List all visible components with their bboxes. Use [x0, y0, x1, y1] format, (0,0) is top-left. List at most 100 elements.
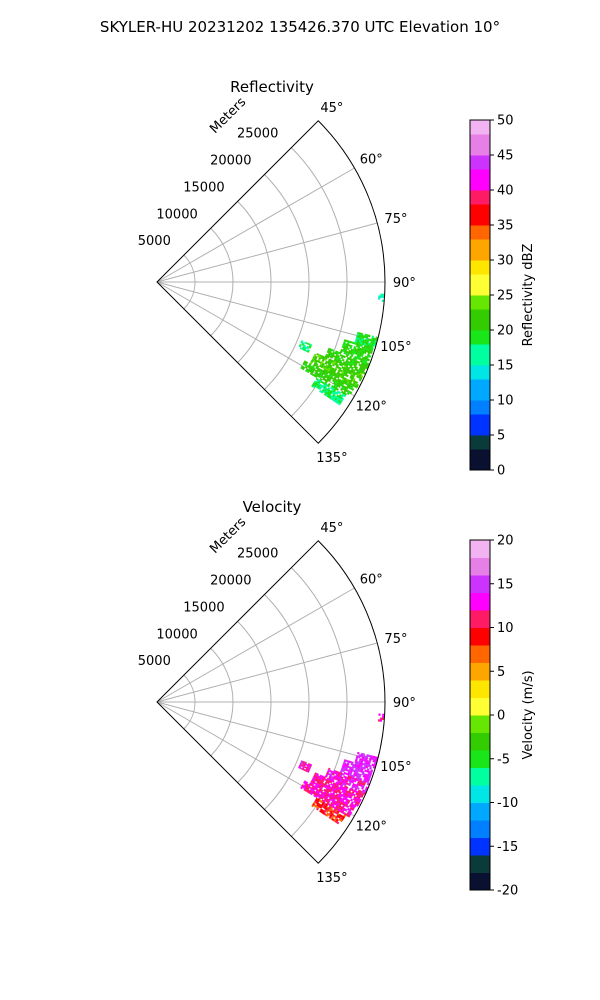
- colorbar-segment: [470, 414, 490, 436]
- echo-cell: [377, 719, 381, 722]
- colorbar-segment: [470, 435, 490, 450]
- angle-tick-label: 120°: [356, 400, 387, 415]
- echo-cell: [330, 355, 334, 359]
- colorbar-segment: [470, 309, 490, 331]
- echo-cell: [348, 783, 351, 787]
- azimuth-gridline: [156, 167, 355, 283]
- range-tick-label: 25000: [237, 127, 278, 142]
- echo-cell: [320, 390, 324, 394]
- echo-cell: [360, 354, 364, 358]
- echo-region: [311, 797, 347, 825]
- range-tick-label: 10000: [156, 207, 197, 222]
- angle-tick-label: 105°: [380, 760, 411, 775]
- colorbar-segment: [470, 274, 490, 296]
- colorbar-segment: [470, 732, 490, 751]
- echo-cell: [382, 295, 385, 299]
- colorbar-tick-label: 25: [497, 289, 514, 304]
- echo-cell: [378, 295, 381, 298]
- colorbar-segment: [470, 239, 490, 261]
- colorbar-segment: [470, 190, 490, 205]
- colorbar-segment: [470, 872, 490, 891]
- echo-cell: [325, 814, 329, 817]
- angle-tick-label: 90°: [393, 276, 416, 291]
- angle-tick-label: 90°: [393, 696, 416, 711]
- colorbar-segment: [470, 134, 490, 156]
- echo-cell: [337, 402, 341, 406]
- echo-cell: [367, 358, 371, 362]
- colorbar-tick-label: 40: [497, 184, 514, 199]
- colorbar-segment: [470, 627, 490, 646]
- echo-cell: [369, 766, 372, 770]
- echo-cell: [382, 293, 385, 297]
- echo-cell: [301, 367, 305, 371]
- reflectivity-panel: Reflectivity 45°60°75°90°105°120°135°500…: [138, 78, 536, 479]
- colorbar-tick-label: -20: [497, 884, 518, 899]
- colorbar-segment: [470, 204, 490, 226]
- echo-cell: [344, 808, 348, 812]
- angle-tick-label: 45°: [320, 521, 343, 536]
- echo-cell: [369, 764, 372, 768]
- colorbar-segment: [470, 697, 490, 716]
- echo-region: [339, 339, 374, 363]
- echo-cell: [349, 391, 353, 395]
- echo-region: [298, 760, 313, 773]
- echo-cell: [351, 807, 355, 811]
- figure-title: SKYLER-HU 20231202 135426.370 UTC Elevat…: [100, 18, 500, 36]
- echo-cell: [340, 819, 344, 823]
- azimuth-gridline: [156, 587, 355, 703]
- echo-region: [309, 772, 365, 808]
- colorbar-segment: [470, 645, 490, 663]
- velocity-panel: Velocity 45°60°75°90°105°120°135°5000100…: [138, 498, 536, 899]
- echo-cell: [369, 351, 373, 355]
- echo-cell: [300, 786, 303, 790]
- colorbar-tick-label: 0: [497, 709, 505, 724]
- echo-cell: [353, 779, 357, 783]
- colorbar-segment: [470, 802, 490, 821]
- echo-cell: [382, 713, 385, 717]
- colorbar-segment: [470, 120, 490, 135]
- colorbar-segment: [470, 820, 490, 838]
- echo-cell: [309, 792, 313, 796]
- colorbar-segment: [470, 344, 490, 366]
- azimuth-gridline: [156, 222, 378, 283]
- echo-region: [311, 377, 347, 406]
- echo-cell: [306, 770, 310, 773]
- colorbar-tick-label: 15: [497, 577, 514, 592]
- colorbar-tick-label: 15: [497, 359, 514, 374]
- range-tick-label: 20000: [210, 574, 251, 589]
- echo-cell: [380, 295, 383, 298]
- angle-tick-label: 105°: [380, 340, 411, 355]
- colorbar-segment: [470, 592, 490, 611]
- colorbar-tick-label: 20: [497, 534, 514, 549]
- colorbar-segment: [470, 449, 490, 471]
- echo-cells: [298, 293, 385, 406]
- echo-cell: [356, 751, 360, 755]
- echo-cell: [351, 387, 355, 391]
- colorbar-segment: [470, 295, 490, 310]
- reflectivity-colorbar: 0 5 10 15 20 25 30 35 40 45 50 Reflectivity dBZ: [469, 114, 536, 479]
- colorbar-segment: [470, 750, 490, 768]
- range-tick-label: 5000: [138, 654, 171, 669]
- colorbar-tick-label: 45: [497, 149, 514, 164]
- echo-cell: [355, 385, 359, 389]
- colorbar-segment: [470, 557, 490, 576]
- angle-tick-label: 135°: [316, 871, 347, 886]
- velocity-colorbar: -20 -15 -10 -5 0 5 10 15 20 Velocity (m/s): [469, 534, 536, 899]
- colorbar-tick-label: 30: [497, 254, 514, 269]
- echo-cell: [350, 798, 354, 802]
- echo-cell: [315, 807, 319, 811]
- echo-cell: [380, 293, 383, 296]
- colorbar-segment: [470, 662, 490, 681]
- angle-tick-label: 45°: [320, 101, 343, 116]
- echo-cell: [311, 804, 315, 808]
- echo-cell: [363, 767, 366, 770]
- velocity-polar-plot: 45° 60° 75° 90° 105° 120° 135° 5000 10000 15000 20…: [138, 515, 416, 886]
- colorbar-tick-label: -10: [497, 796, 518, 811]
- reflectivity-polar-plot: 45° 60° 75° 90° 105° 120° 135° 5000 10000 15000 20…: [138, 95, 416, 466]
- echo-cell: [309, 361, 313, 365]
- range-tick-label: 5000: [138, 234, 171, 249]
- colorbar-tick-label: 50: [497, 114, 514, 129]
- echo-cell: [336, 821, 340, 825]
- echo-region: [300, 360, 355, 396]
- echo-cell: [382, 715, 385, 719]
